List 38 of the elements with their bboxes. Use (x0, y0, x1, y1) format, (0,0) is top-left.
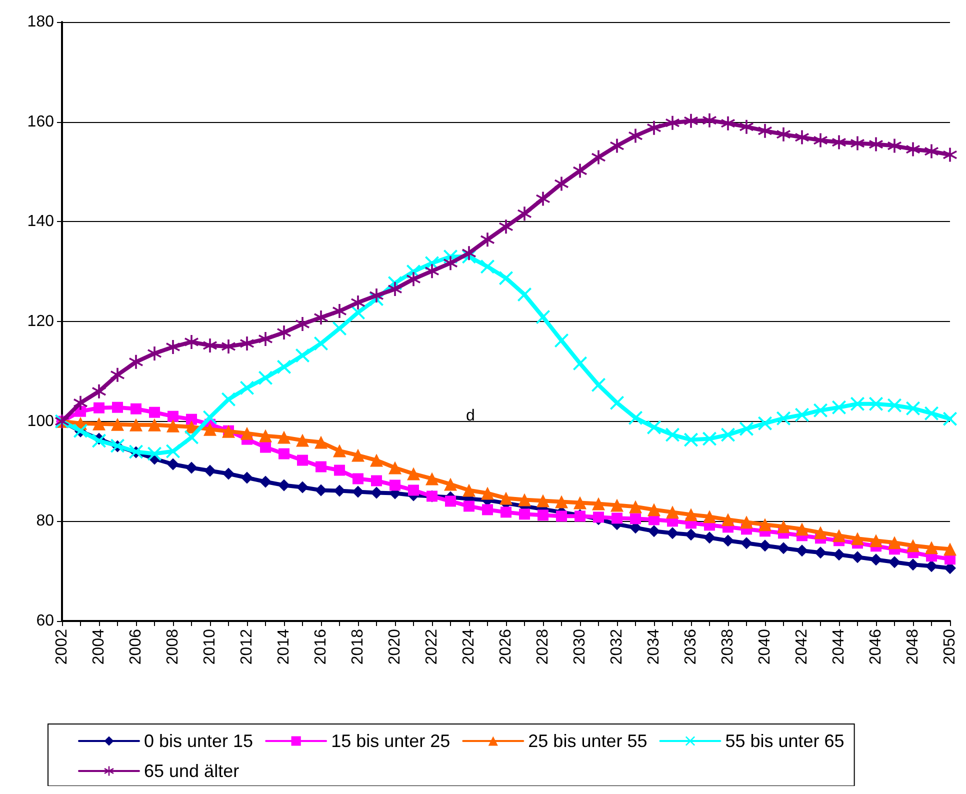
x-tick-label: 2042 (794, 628, 810, 665)
y-tick-label: 160 (27, 113, 54, 130)
x-tick-label: 2032 (608, 628, 626, 665)
y-tick-label: 60 (36, 612, 54, 630)
x-tick-label: 2008 (164, 628, 182, 665)
y-tick-label: 180 (27, 14, 54, 30)
y-tick-label: 140 (27, 213, 54, 230)
y-tick-label: 100 (27, 412, 54, 430)
x-tick-label: 2044 (830, 628, 848, 665)
x-tick-label: 2028 (534, 628, 552, 665)
x-tick-label: 2024 (460, 628, 478, 665)
y-tick-label: 120 (27, 313, 54, 330)
y-tick-label: 80 (36, 512, 54, 530)
x-tick-label: 2030 (572, 628, 588, 665)
x-tick-label: 2038 (720, 628, 736, 665)
x-tick-label: 2048 (904, 628, 922, 665)
legend-label: 25 bis unter 55 (528, 731, 648, 751)
x-tick-label: 2004 (90, 628, 108, 665)
x-tick-label: 2040 (756, 628, 774, 665)
x-tick-label: 2034 (646, 628, 662, 665)
x-tick-label: 2046 (868, 628, 884, 665)
annotation: d (466, 408, 475, 424)
legend-label: 55 bis unter 65 (725, 731, 844, 751)
legend-label: 0 bis unter 15 (144, 731, 254, 751)
x-tick-label: 2006 (128, 628, 144, 665)
x-tick-label: 2002 (54, 628, 70, 665)
x-tick-label: 2020 (386, 628, 404, 665)
x-tick-label: 2012 (238, 628, 256, 665)
x-tick-label: 2016 (312, 628, 330, 665)
legend-label: 15 bis unter 25 (331, 731, 450, 751)
x-tick-label: 2050 (942, 628, 958, 665)
x-tick-label: 2010 (202, 628, 218, 665)
x-tick-label: 2014 (276, 628, 292, 665)
x-tick-label: 2018 (350, 628, 366, 665)
legend-label: 65 und älter (144, 761, 240, 781)
x-tick-label: 2026 (498, 628, 514, 665)
x-tick-label: 2022 (424, 628, 440, 665)
x-tick-label: 2036 (682, 628, 700, 665)
